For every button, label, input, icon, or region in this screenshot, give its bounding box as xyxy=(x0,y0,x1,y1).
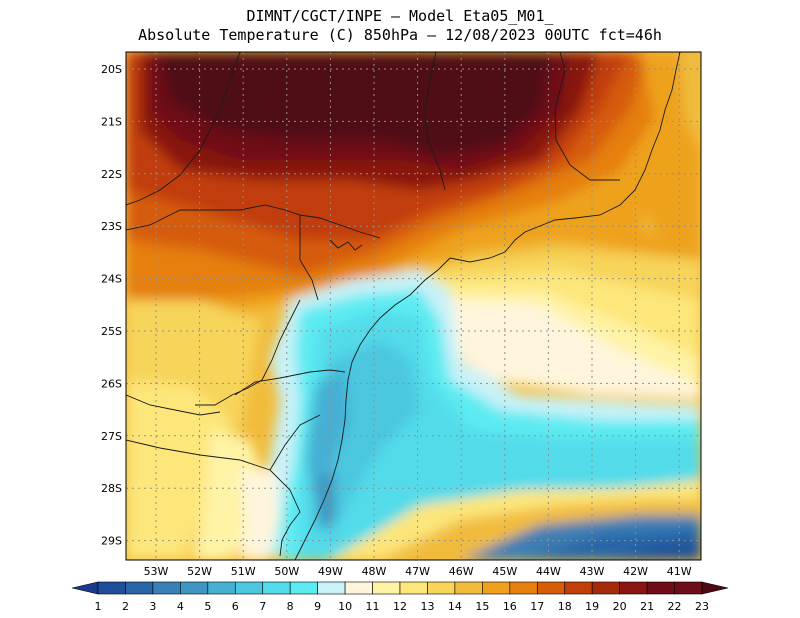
colorbar-swatch xyxy=(262,581,291,595)
coastline-and-borders xyxy=(125,51,681,561)
lon-label: 42W xyxy=(623,565,648,578)
colorbar-label: 22 xyxy=(668,600,682,613)
colorbar-swatch xyxy=(564,581,593,595)
colorbar-label: 20 xyxy=(613,600,627,613)
colorbar-label: 12 xyxy=(393,600,407,613)
lon-label: 47W xyxy=(405,565,430,578)
longitude-labels: 53W 52W 51W 50W 49W 48W 47W 46W 45W 44W 43W 42W 41W xyxy=(144,565,692,578)
latitude-labels: 20S 21S 22S 23S 24S 25S 26S 27S 28S 29S xyxy=(101,63,122,548)
lat-label: 26S xyxy=(101,377,122,390)
colorbar-swatch xyxy=(509,581,538,595)
lat-label: 24S xyxy=(101,273,122,286)
colorbar-label: 10 xyxy=(338,600,352,613)
colorbar-swatch xyxy=(234,581,264,595)
graticule-grid xyxy=(126,52,701,560)
colorbar-label: 13 xyxy=(420,600,434,613)
colorbar-swatch xyxy=(454,581,483,595)
colorbar-label: 8 xyxy=(287,600,294,613)
colorbar-swatch xyxy=(344,581,373,595)
colorbar-label: 9 xyxy=(314,600,321,613)
lon-label: 41W xyxy=(667,565,692,578)
lon-label: 48W xyxy=(362,565,387,578)
colorbar-swatch xyxy=(427,581,456,595)
colorbar-label: 2 xyxy=(122,600,129,613)
colorbar-swatch xyxy=(97,581,126,595)
colorbar-label: 5 xyxy=(204,600,211,613)
lat-label: 21S xyxy=(101,115,122,128)
colorbar-swatch xyxy=(207,581,236,595)
colorbar-label: 19 xyxy=(585,600,599,613)
colorbar-label: 17 xyxy=(530,600,544,613)
colorbar-label: 15 xyxy=(475,600,489,613)
lon-label: 44W xyxy=(536,565,561,578)
lon-label: 43W xyxy=(580,565,605,578)
lon-label: 53W xyxy=(144,565,169,578)
colorbar-label: 18 xyxy=(558,600,572,613)
lat-label: 25S xyxy=(101,325,122,338)
colorbar-swatch xyxy=(317,581,346,595)
colorbar-swatch xyxy=(372,581,401,595)
colorbar-swatch xyxy=(591,581,620,595)
colorbar-swatch xyxy=(482,581,511,595)
lon-label: 52W xyxy=(187,565,212,578)
colorbar-label: 16 xyxy=(503,600,517,613)
colorbar-label: 4 xyxy=(177,600,184,613)
colorbar-swatch xyxy=(674,581,703,595)
lon-label: 49W xyxy=(318,565,343,578)
lat-label: 22S xyxy=(101,168,122,181)
colorbar-label: 21 xyxy=(640,600,654,613)
colorbar-swatch xyxy=(536,581,566,595)
lat-label: 20S xyxy=(101,63,122,76)
temperature-field xyxy=(126,52,701,560)
colorbar-label: 1 xyxy=(95,600,102,613)
chart-title-line-2: Absolute Temperature (C) 850hPa – 12/08/… xyxy=(138,26,662,44)
colorbar-arrow-low xyxy=(71,581,99,595)
lon-label: 50W xyxy=(274,565,299,578)
colorbar-label: 23 xyxy=(695,600,709,613)
lon-label: 45W xyxy=(492,565,517,578)
colorbar-label: 11 xyxy=(366,600,380,613)
colorbar-label: 6 xyxy=(232,600,239,613)
colorbar-label: 14 xyxy=(448,600,462,613)
colorbar-swatch xyxy=(152,581,181,595)
colorbar-label: 3 xyxy=(149,600,156,613)
colorbar-swatch xyxy=(619,581,648,595)
lat-label: 27S xyxy=(101,430,122,443)
lat-label: 23S xyxy=(101,220,122,233)
colorbar-swatch xyxy=(646,581,675,595)
chart-title-line-1: DIMNT/CGCT/INPE – Model Eta05_M01_ xyxy=(246,7,554,25)
lat-label: 29S xyxy=(101,535,122,548)
colorbar-swatch xyxy=(289,581,318,595)
map-frame xyxy=(125,51,702,561)
lon-label: 51W xyxy=(231,565,256,578)
colorbar-swatch xyxy=(180,581,209,595)
colorbar-arrow-high xyxy=(701,581,729,595)
colorbar-swatch xyxy=(125,581,154,595)
lat-label: 28S xyxy=(101,482,122,495)
colorbar-swatch xyxy=(399,581,428,595)
colorbar-label: 7 xyxy=(259,600,266,613)
lon-label: 46W xyxy=(449,565,474,578)
colorbar: 1 2 3 4 5 6 7 8 9 10 11 12 13 14 15 16 17 18 19 20 21 22 23 xyxy=(71,581,729,613)
